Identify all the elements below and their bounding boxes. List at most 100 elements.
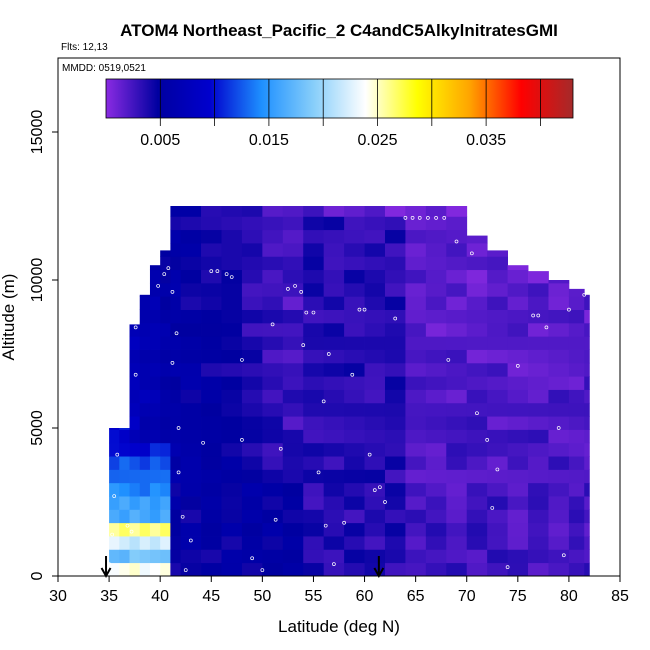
heatmap-cell bbox=[160, 509, 171, 524]
heatmap-cell bbox=[201, 362, 222, 377]
flights-text: Flts: 12,13 bbox=[61, 42, 108, 53]
obs-point bbox=[378, 485, 382, 490]
heatmap-cell bbox=[405, 349, 427, 364]
heatmap-cell bbox=[180, 536, 202, 550]
heatmap-cell bbox=[303, 536, 325, 550]
heatmap-cell bbox=[528, 322, 549, 337]
heatmap-cell bbox=[170, 206, 182, 217]
heatmap-cell bbox=[425, 522, 447, 537]
heatmap-cell bbox=[139, 296, 151, 310]
obs-point bbox=[170, 361, 175, 365]
obs-point bbox=[556, 426, 561, 430]
obs-point bbox=[229, 275, 234, 279]
heatmap-cell bbox=[139, 402, 151, 417]
heatmap-cell bbox=[584, 536, 590, 550]
heatmap-cell bbox=[364, 549, 386, 564]
heatmap-cell bbox=[405, 296, 427, 310]
heatmap-cell bbox=[528, 536, 549, 550]
heatmap-cell bbox=[364, 309, 386, 324]
heatmap-cell bbox=[323, 469, 345, 484]
heatmap-cell bbox=[548, 296, 570, 310]
heatmap-cell bbox=[466, 496, 488, 510]
heatmap-cell bbox=[548, 322, 570, 337]
heatmap-cell bbox=[129, 522, 141, 537]
heatmap-cell bbox=[262, 429, 284, 444]
heatmap-cell bbox=[323, 216, 345, 231]
heatmap-cell bbox=[139, 376, 151, 390]
heatmap-cell bbox=[139, 294, 151, 297]
heatmap-cell bbox=[221, 522, 243, 537]
heatmap-cell bbox=[119, 456, 130, 470]
heatmap-cell bbox=[180, 522, 202, 537]
heatmap-cell bbox=[466, 456, 488, 470]
heatmap-cell bbox=[528, 482, 549, 497]
heatmap-cell bbox=[384, 549, 406, 564]
obs-point bbox=[250, 556, 254, 561]
heatmap-cell bbox=[262, 402, 284, 417]
heatmap-cell bbox=[405, 362, 427, 377]
heatmap-cell bbox=[548, 349, 570, 364]
heatmap-cell bbox=[149, 482, 161, 497]
heatmap-cell bbox=[282, 509, 304, 524]
heatmap-cell bbox=[282, 562, 304, 576]
heatmap-cell bbox=[129, 362, 141, 377]
heatmap-cell bbox=[344, 229, 365, 244]
heatmap-cell bbox=[584, 509, 590, 524]
heatmap-cell bbox=[446, 562, 468, 576]
heatmap-cell bbox=[323, 549, 345, 564]
heatmap-cell bbox=[303, 309, 325, 324]
obs-point bbox=[332, 562, 336, 567]
obs-point bbox=[156, 284, 160, 288]
heatmap-cell bbox=[425, 456, 447, 470]
heatmap-cell bbox=[180, 389, 202, 404]
heatmap-cell bbox=[282, 322, 304, 337]
heatmap-cell bbox=[568, 322, 585, 337]
obs-point bbox=[293, 284, 297, 288]
heatmap-cell bbox=[384, 256, 406, 271]
heatmap-cell bbox=[425, 549, 447, 564]
heatmap-cell bbox=[129, 336, 141, 350]
heatmap-cell bbox=[344, 482, 365, 497]
heatmap-cell bbox=[129, 456, 141, 470]
heatmap-cell bbox=[446, 206, 468, 217]
heatmap-cell bbox=[241, 469, 263, 484]
heatmap-cell bbox=[507, 416, 529, 430]
obs-point bbox=[180, 514, 185, 519]
heatmap-cell bbox=[487, 322, 508, 337]
heatmap-cell bbox=[149, 402, 161, 417]
heatmap-cell bbox=[466, 256, 488, 271]
heatmap-cell bbox=[425, 336, 447, 350]
obs-point bbox=[410, 215, 415, 220]
heatmap-cell bbox=[425, 296, 447, 310]
heatmap-cell bbox=[364, 416, 386, 430]
heatmap-cell bbox=[180, 229, 202, 244]
heatmap-cell bbox=[282, 536, 304, 550]
colorbar-label: 0.005 bbox=[140, 132, 180, 149]
heatmap-cell bbox=[129, 442, 141, 457]
heatmap-cell bbox=[149, 509, 161, 524]
heatmap-cell bbox=[548, 522, 570, 537]
obs-point bbox=[129, 529, 134, 534]
heatmap-cell bbox=[149, 265, 161, 271]
heatmap-cell bbox=[149, 282, 161, 297]
heatmap-cell bbox=[282, 549, 304, 564]
heatmap-cell bbox=[160, 536, 171, 550]
heatmap-cell bbox=[548, 309, 570, 324]
heatmap-cell bbox=[201, 536, 222, 550]
heatmap-cell bbox=[241, 243, 263, 257]
obs-point bbox=[270, 322, 275, 327]
heatmap-cell bbox=[507, 549, 529, 564]
heatmap-cell bbox=[446, 269, 468, 284]
heatmap-cell bbox=[384, 522, 406, 537]
heatmap-cell bbox=[384, 322, 406, 337]
heatmap-cell bbox=[201, 549, 222, 564]
heatmap-cell bbox=[303, 336, 325, 350]
heatmap-cell bbox=[568, 482, 585, 497]
heatmap-cell bbox=[201, 562, 222, 576]
heatmap-cell bbox=[170, 416, 182, 430]
plot-frame bbox=[57, 57, 621, 577]
heatmap-cell bbox=[303, 509, 325, 524]
heatmap-cell bbox=[221, 416, 243, 430]
colorbar bbox=[105, 78, 574, 119]
heatmap-cell bbox=[241, 282, 263, 297]
